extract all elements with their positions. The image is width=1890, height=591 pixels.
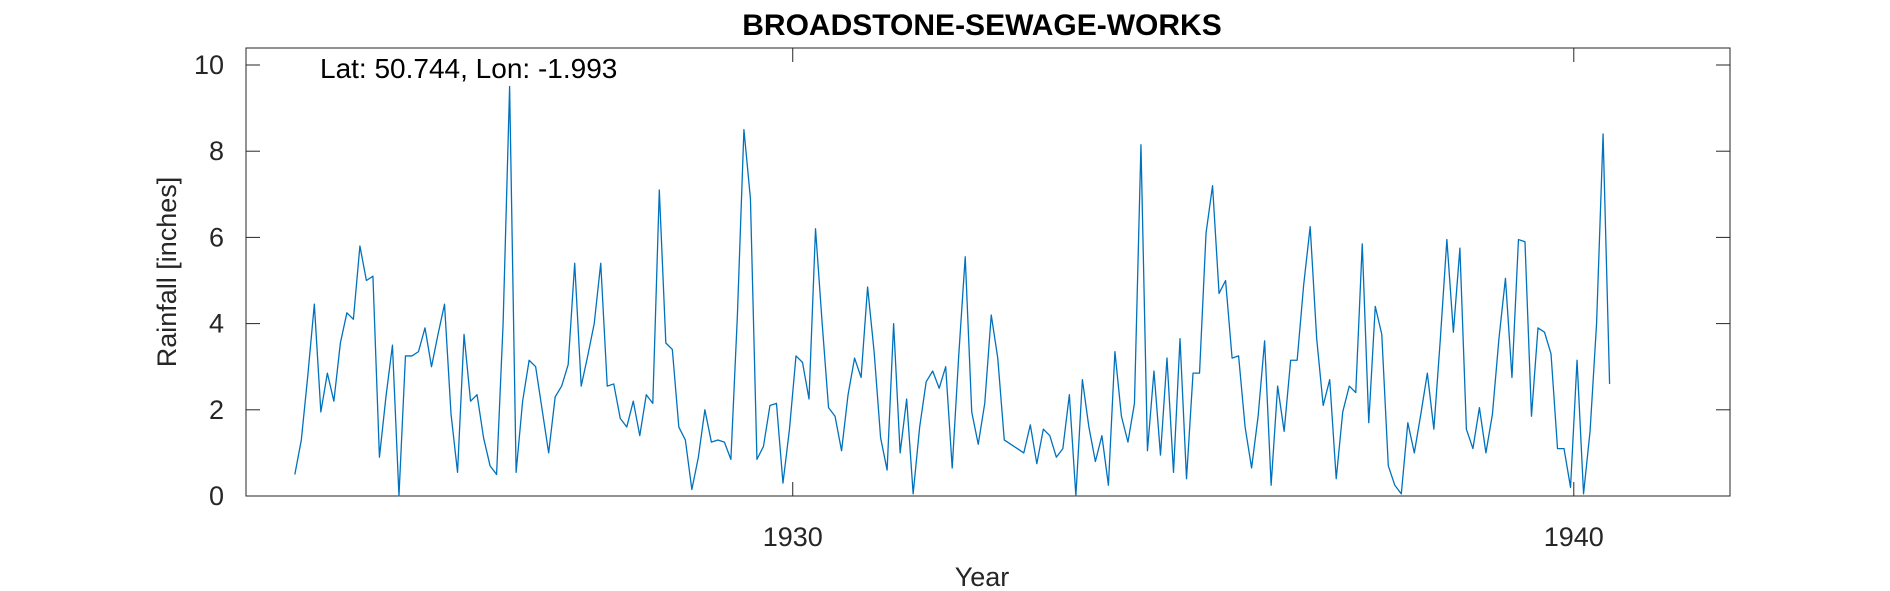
- y-tick-label: 0: [209, 481, 224, 511]
- y-axis-label: Rainfall [inches]: [152, 177, 182, 368]
- y-tick-label: 10: [194, 50, 224, 80]
- x-tick-label: 1930: [763, 522, 823, 552]
- x-tick-label: 1940: [1544, 522, 1604, 552]
- chart-title: BROADSTONE-SEWAGE-WORKS: [742, 9, 1221, 42]
- y-tick-label: 4: [209, 309, 224, 339]
- x-axis-ticks: 1930 1940: [763, 48, 1604, 552]
- y-tick-label: 6: [209, 222, 224, 252]
- y-tick-label: 2: [209, 395, 224, 425]
- rainfall-series-line: [294, 85, 1611, 497]
- location-annotation: Lat: 50.744, Lon: -1.993: [320, 53, 617, 84]
- x-axis-label: Year: [955, 562, 1010, 591]
- plot-area-frame: [245, 47, 1731, 497]
- y-tick-label: 8: [209, 136, 224, 166]
- series-group: [294, 85, 1611, 497]
- y-axis-ticks: 0 2 4 6 8 10: [194, 50, 1730, 511]
